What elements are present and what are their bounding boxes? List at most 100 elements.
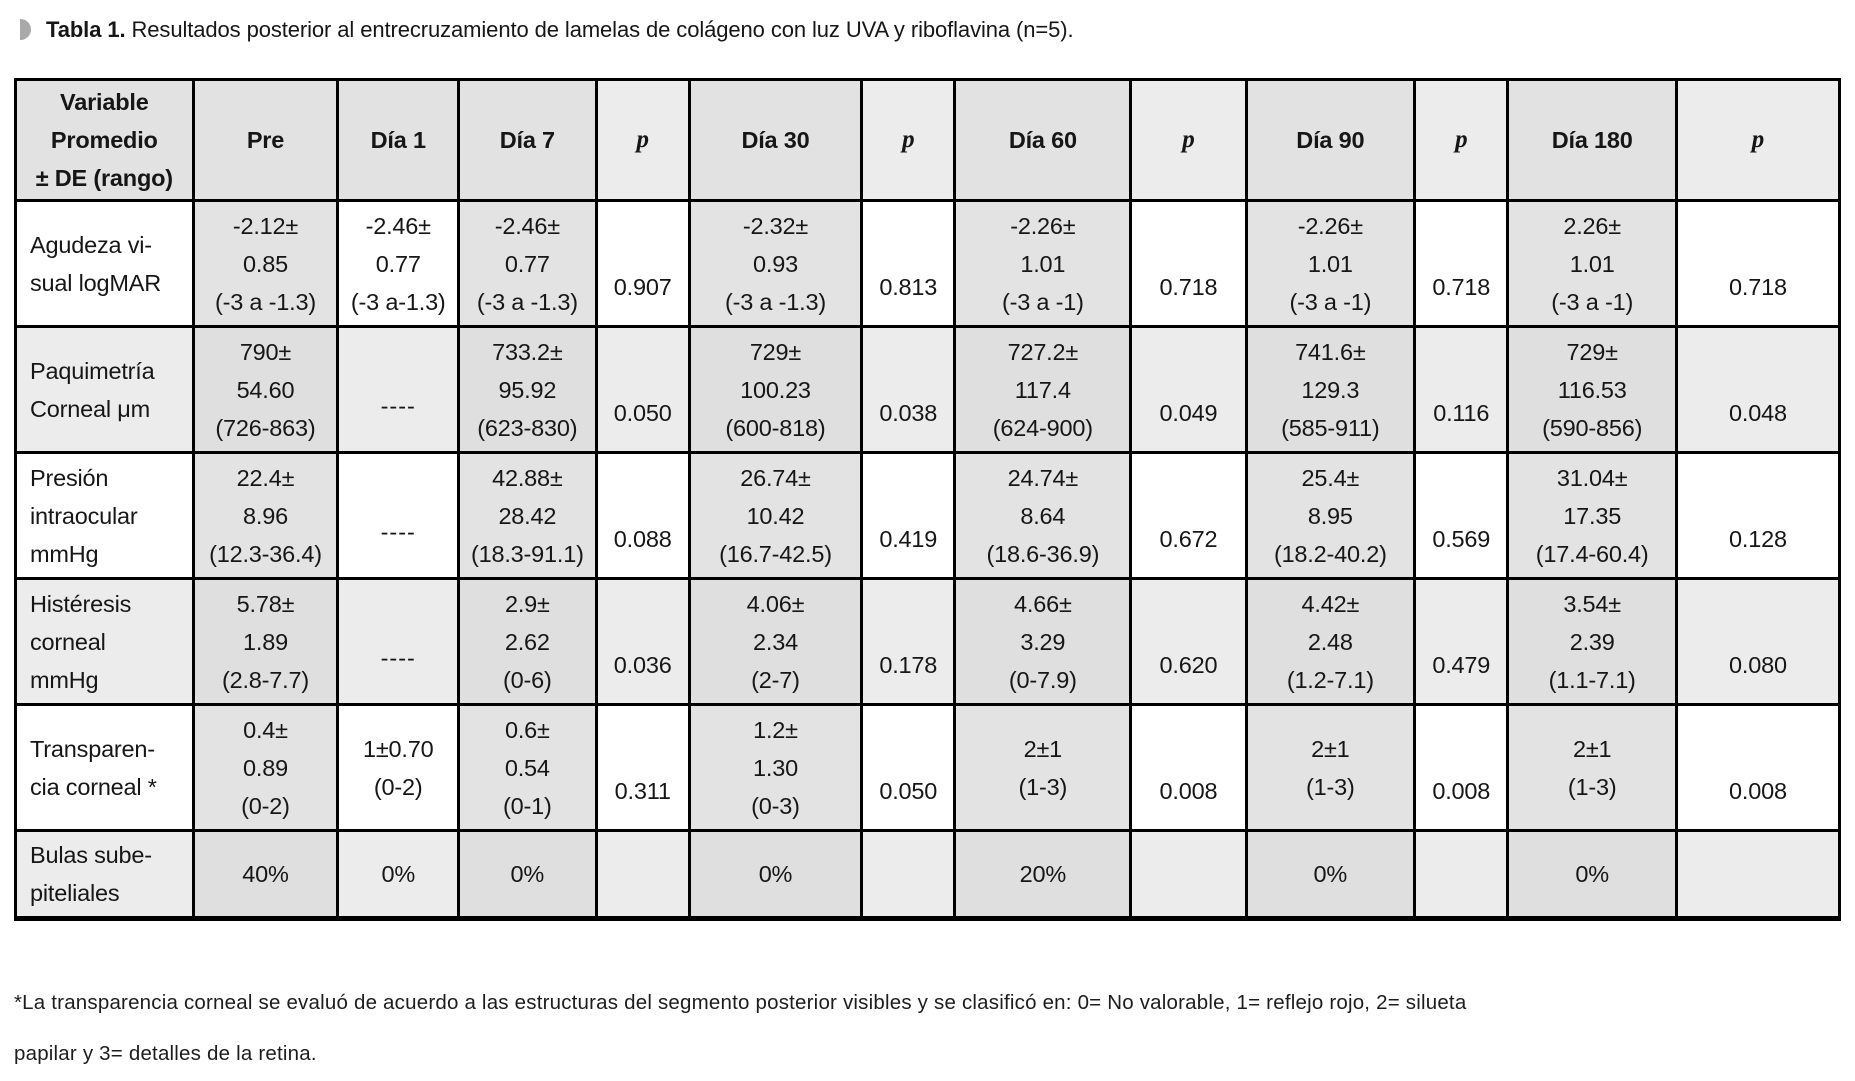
value-cell: 25.4± 8.95 (18.2-40.2) — [1244, 451, 1417, 580]
value-cell: 0% — [457, 829, 598, 921]
p-value-cell: 0.128 — [1674, 451, 1842, 580]
footnote: *La transparencia corneal se evaluó de a… — [14, 991, 1467, 1065]
value-cell: 0% — [336, 829, 461, 921]
value-cell: 3.54± 2.39 (1.1-7.1) — [1506, 577, 1678, 706]
value-cell: 2.26± 1.01 (-3 a -1) — [1506, 199, 1678, 328]
value-cell: 0% — [687, 829, 864, 921]
p-value-cell: 0.479 — [1413, 577, 1510, 706]
value-cell: 741.6± 129.3 (585-911) — [1244, 325, 1417, 454]
value-cell: 729± 116.53 (590-856) — [1506, 325, 1678, 454]
p-value-cell — [860, 829, 957, 921]
header-p-value: p — [1674, 78, 1842, 202]
value-cell: -2.26± 1.01 (-3 a -1) — [1244, 199, 1417, 328]
value-cell: -2.12± 0.85 (-3 a -1.3) — [191, 199, 340, 328]
p-value-cell: 0.080 — [1674, 577, 1842, 706]
caption-title: Resultados posterior al entrecruzamiento… — [125, 17, 1074, 42]
table-row: Presión intraocular mmHg 22.4± 8.96 (12.3… — [14, 451, 1842, 580]
value-cell: 42.88± 28.42 (18.3-91.1) — [457, 451, 598, 580]
header-p-value: p — [860, 78, 957, 202]
header-pre: Pre — [191, 78, 340, 202]
value-cell: 0% — [1506, 829, 1678, 921]
value-cell: -2.26± 1.01 (-3 a -1) — [953, 199, 1133, 328]
p-value-cell — [1674, 829, 1842, 921]
p-value-cell: 0.050 — [860, 703, 957, 832]
p-value-cell: 0.569 — [1413, 451, 1510, 580]
value-cell: 2.9± 2.62 (0-6) — [457, 577, 598, 706]
header-p-value: p — [1413, 78, 1510, 202]
p-value-cell — [1413, 829, 1510, 921]
caption-table-number: Tabla 1. — [46, 17, 126, 42]
p-value-cell: 0.008 — [1129, 703, 1248, 832]
value-cell: 2±1 (1-3) — [1244, 703, 1417, 832]
table-row: Bulas sube- piteliales 40% 0% 0% 0% 20% 0% 0% — [14, 829, 1842, 921]
p-value-cell: 0.036 — [594, 577, 691, 706]
header-día-180: Día 180 — [1506, 78, 1678, 202]
value-cell: -2.32± 0.93 (-3 a -1.3) — [687, 199, 864, 328]
value-cell: 22.4± 8.96 (12.3-36.4) — [191, 451, 340, 580]
value-cell: 790± 54.60 (726-863) — [191, 325, 340, 454]
value-cell: 26.74± 10.42 (16.7-42.5) — [687, 451, 864, 580]
header-día-60: Día 60 — [953, 78, 1133, 202]
p-value-cell: 0.718 — [1413, 199, 1510, 328]
caption-bullet-icon — [20, 19, 31, 40]
table-row: Histéresis corneal mmHg 5.78± 1.89 (2.8-7… — [14, 577, 1842, 706]
p-value-cell: 0.718 — [1129, 199, 1248, 328]
p-value-cell: 0.672 — [1129, 451, 1248, 580]
header-día-90: Día 90 — [1244, 78, 1417, 202]
p-value-cell: 0.907 — [594, 199, 691, 328]
p-value-cell: 0.050 — [594, 325, 691, 454]
value-cell: 733.2± 95.92 (623-830) — [457, 325, 598, 454]
table-row: Transparen- cia corneal * 0.4± 0.89 (0-2)… — [14, 703, 1842, 832]
value-cell: 5.78± 1.89 (2.8-7.7) — [191, 577, 340, 706]
header-row: Variable Promedio ± DE (rango) Pre Día 1 Dí… — [14, 78, 1842, 202]
value-cell: 4.06± 2.34 (2-7) — [687, 577, 864, 706]
header-día-7: Día 7 — [457, 78, 598, 202]
p-value-cell: 0.813 — [860, 199, 957, 328]
table-row: Agudeza vi- sual logMAR -2.12± 0.85 (-3 a… — [14, 199, 1842, 328]
value-cell: 0.6± 0.54 (0-1) — [457, 703, 598, 832]
p-value-cell: 0.178 — [860, 577, 957, 706]
p-value-cell: 0.620 — [1129, 577, 1248, 706]
p-value-cell: 0.048 — [1674, 325, 1842, 454]
value-cell: 2±1 (1-3) — [953, 703, 1133, 832]
value-cell: -2.46± 0.77 (-3 a -1.3) — [457, 199, 598, 328]
row-label: Paquimetría Corneal μm — [14, 325, 195, 454]
value-cell: 20% — [953, 829, 1133, 921]
p-value-cell: 0.038 — [860, 325, 957, 454]
p-value-cell: 0.718 — [1674, 199, 1842, 328]
header-p-value: p — [1129, 78, 1248, 202]
p-value-cell — [1129, 829, 1248, 921]
value-cell: 40% — [191, 829, 340, 921]
row-label: Transparen- cia corneal * — [14, 703, 195, 832]
p-value-cell — [594, 829, 691, 921]
p-value-cell: 0.088 — [594, 451, 691, 580]
row-label: Bulas sube- piteliales — [14, 829, 195, 921]
value-cell: -2.46± 0.77 (-3 a-1.3) — [336, 199, 461, 328]
results-table: Variable Promedio ± DE (rango) Pre Día 1 Dí… — [14, 78, 1842, 921]
header-variable: Variable Promedio ± DE (rango) — [14, 78, 195, 202]
value-cell: 2±1 (1-3) — [1506, 703, 1678, 832]
p-value-cell: 0.419 — [860, 451, 957, 580]
row-label: Presión intraocular mmHg — [14, 451, 195, 580]
p-value-cell: 0.116 — [1413, 325, 1510, 454]
caption-text: Tabla 1. Resultados posterior al entrecr… — [46, 15, 1074, 45]
p-value-cell: 0.008 — [1674, 703, 1842, 832]
value-cell: 0.4± 0.89 (0-2) — [191, 703, 340, 832]
value-cell: 727.2± 117.4 (624-900) — [953, 325, 1133, 454]
value-cell: 729± 100.23 (600-818) — [687, 325, 864, 454]
value-cell: ---- — [336, 577, 461, 706]
header-p-value: p — [594, 78, 691, 202]
table-row: Paquimetría Corneal μm 790± 54.60 (726-86… — [14, 325, 1842, 454]
value-cell: 24.74± 8.64 (18.6-36.9) — [953, 451, 1133, 580]
row-label: Histéresis corneal mmHg — [14, 577, 195, 706]
value-cell: ---- — [336, 325, 461, 454]
row-label: Agudeza vi- sual logMAR — [14, 199, 195, 328]
value-cell: 4.66± 3.29 (0-7.9) — [953, 577, 1133, 706]
table-caption: Tabla 1. Resultados posterior al entrecr… — [0, 0, 1855, 45]
header-día-30: Día 30 — [687, 78, 864, 202]
p-value-cell: 0.049 — [1129, 325, 1248, 454]
value-cell: ---- — [336, 451, 461, 580]
p-value-cell: 0.311 — [594, 703, 691, 832]
value-cell: 1.2± 1.30 (0-3) — [687, 703, 864, 832]
p-value-cell: 0.008 — [1413, 703, 1510, 832]
